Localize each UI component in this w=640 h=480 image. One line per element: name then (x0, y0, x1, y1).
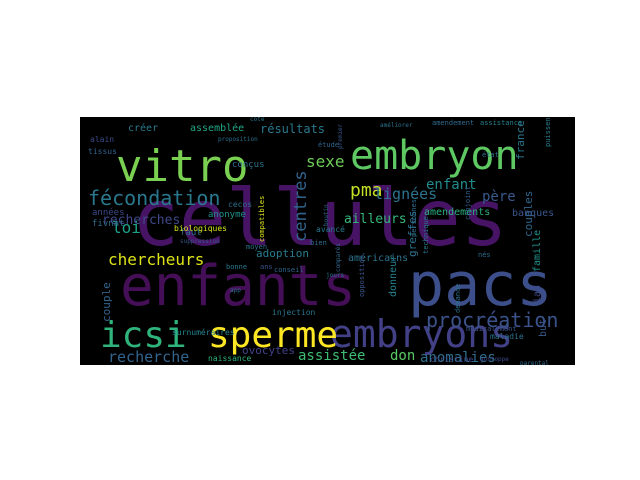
word-assistance: assistance (480, 119, 522, 127)
word-recherches: recherches (102, 213, 180, 228)
word-faut: faut (180, 228, 202, 238)
word-assistée: assistée (298, 348, 365, 364)
word-nés: nés (478, 251, 491, 259)
word-puissent: puissent (544, 117, 552, 147)
word-créer: créer (128, 122, 158, 134)
word-anomalies: anomalies (420, 350, 496, 365)
word-conseil: conseil (274, 266, 304, 274)
word-améliorer: améliorer (380, 122, 413, 129)
word-pma: pma (350, 180, 383, 201)
word-assemblée: assemblée (190, 122, 244, 134)
word-iad: iad (532, 285, 543, 303)
word-jours: jours (326, 272, 344, 279)
word-couples: couples (522, 191, 535, 237)
word-cloud: cellules enfants pacs embryons vitro embryon i… (80, 117, 575, 365)
word-comparés: comparés (335, 243, 342, 272)
word-surnuméraires: surnuméraires (172, 327, 235, 337)
word-embryon: embryon (350, 133, 519, 179)
word-adoption: adoption (256, 247, 309, 260)
word-pacs: pacs (408, 250, 553, 320)
word-suppression: suppression (180, 238, 220, 245)
word-greffes: greffes (406, 211, 419, 257)
word-avancé: avancé (316, 224, 345, 234)
word-bien: bien (310, 239, 327, 247)
word-proposition: proposition (218, 136, 258, 143)
word-alain: alain (90, 135, 114, 144)
word-père: père (482, 189, 516, 205)
word-procréation: procréation (426, 308, 558, 332)
word-loi: loi (112, 218, 141, 237)
word-années: années (92, 207, 125, 218)
word-parental: parental (520, 360, 549, 365)
word-compatibles: compatibles (258, 196, 266, 242)
word-chercheurs: chercheurs (108, 250, 204, 269)
word-amendement: amendement (432, 119, 474, 127)
word-donneur: donneur (388, 255, 399, 297)
word-opposition: opposition (358, 255, 366, 297)
word-gontoppe: gontoppe (480, 356, 509, 363)
word-boutin: boutin (323, 204, 330, 226)
word-enfant: enfant (426, 177, 477, 193)
word-naissance: naissance (208, 354, 252, 363)
word-cote: cote (250, 117, 265, 123)
word-personnes: personnes (410, 199, 418, 237)
word-premier: premier (337, 123, 344, 149)
word-lignées: lignées (374, 185, 437, 203)
word-embryons: embryons (330, 312, 513, 356)
word-amendements: amendements (424, 207, 490, 218)
word-enfants: enfants (120, 254, 356, 319)
word-vitro: vitro (116, 141, 248, 192)
word-injection: injection (272, 308, 316, 317)
word-fivnat: fivnat (92, 219, 125, 229)
word-cecos: cecos (228, 200, 252, 209)
word-moyen: moyen (246, 243, 267, 251)
word-christine: christine (430, 355, 474, 364)
word-américains: américains (348, 252, 408, 264)
word-banques: banques (512, 208, 554, 219)
word-famille: famille (532, 230, 543, 272)
word-conçus: conçus (232, 160, 265, 170)
word-don: don (390, 348, 415, 364)
word-résultats: résultats (260, 122, 325, 136)
word-médicalement: médicalement (466, 325, 517, 333)
word-icsi: icsi (100, 315, 187, 356)
word-tissus: tissus (88, 147, 117, 156)
word-étude: étude (318, 141, 339, 149)
word-recherche: recherche (108, 348, 189, 365)
word-sperme: sperme (208, 315, 338, 356)
word-technique: technique (422, 216, 430, 254)
word-demande: demande (454, 283, 462, 313)
word-centres: centres (291, 170, 311, 242)
word-ans: ans (260, 263, 273, 271)
word-ailleurs: ailleurs (344, 212, 407, 227)
word-maladie: maladie (490, 332, 524, 341)
word-but: but (538, 319, 549, 337)
word-couple: couple (100, 282, 113, 322)
word-france: france (514, 120, 527, 160)
word-cellules: cellules (132, 174, 508, 264)
word-sexe: sexe (306, 152, 345, 171)
word-état: état (482, 151, 499, 159)
word-ovocytes: ovocytes (242, 344, 295, 357)
word-conjoint: conjoint (464, 186, 472, 220)
word-app: app (230, 287, 241, 294)
word-bonne: bonne (226, 263, 247, 271)
word-fécondation: fécondation (88, 186, 220, 210)
word-biologiques: biologiques (174, 224, 227, 233)
word-anonyme: anonyme (208, 210, 246, 220)
